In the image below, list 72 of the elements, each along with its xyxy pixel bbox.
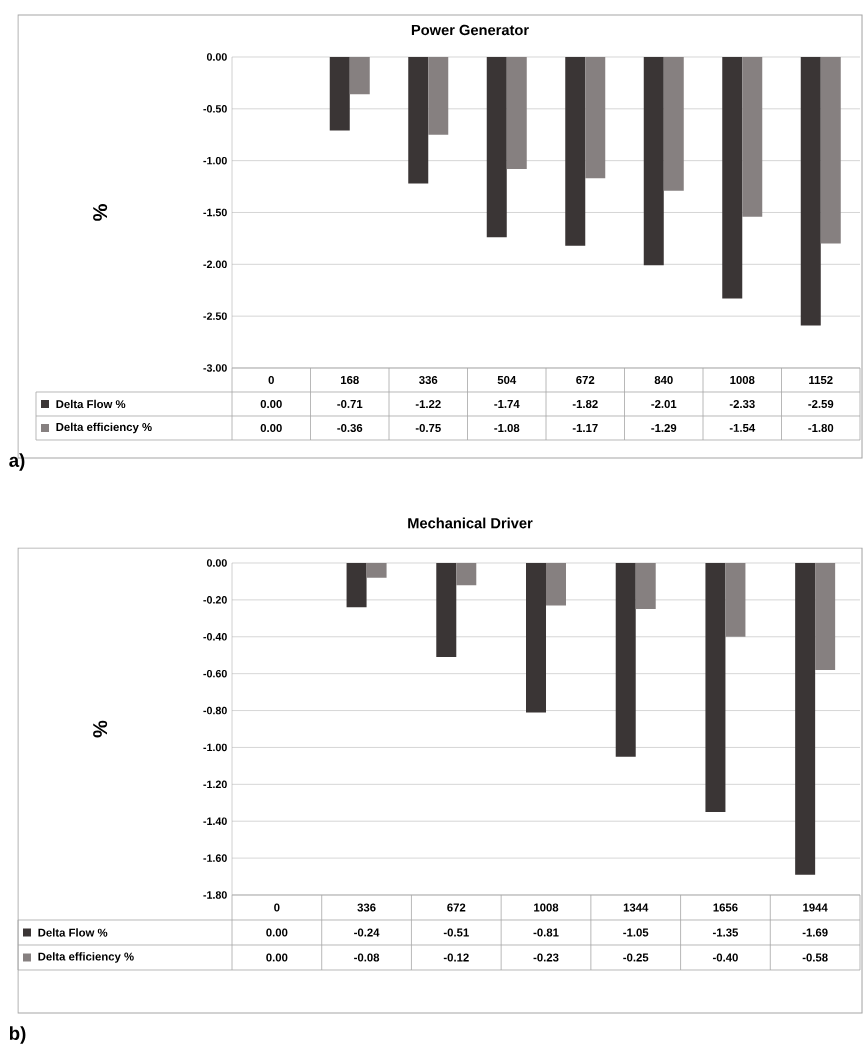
- y-axis-title: %: [93, 720, 108, 738]
- y-tick-label: -0.50: [203, 105, 227, 113]
- y-tick-label: -0.20: [203, 596, 227, 604]
- x-tick-label: 1008: [730, 375, 755, 384]
- x-tick-label: 1656: [713, 903, 738, 912]
- data-label: -1.54: [729, 424, 756, 432]
- data-label: -0.23: [533, 953, 559, 962]
- y-tick-label: -3.00: [203, 364, 227, 372]
- y-tick-label: -2.50: [203, 312, 227, 320]
- data-label: -0.36: [337, 423, 363, 433]
- x-tick-label: 672: [447, 903, 466, 912]
- x-tick-label: 336: [419, 375, 438, 385]
- x-tick-label: 1944: [803, 903, 828, 912]
- y-tick-label: -1.40: [203, 817, 227, 825]
- data-label: 0.00: [260, 399, 282, 408]
- y-tick-label: 0.00: [206, 53, 227, 61]
- x-tick-label: 168: [341, 375, 359, 384]
- data-label: -0.24: [354, 928, 380, 937]
- y-tick-label: -1.20: [203, 780, 227, 789]
- data-label: -2.33: [729, 399, 755, 409]
- y-tick-label: -1.00: [203, 156, 227, 165]
- y-tick-label: -2.00: [203, 260, 227, 269]
- data-label: -0.12: [443, 953, 469, 962]
- text: a): [9, 453, 25, 471]
- data-label: -1.69: [802, 928, 828, 937]
- y-tick-label: -1.00: [203, 743, 227, 752]
- x-tick-label: 504: [497, 375, 517, 384]
- x-tick-label: 0: [268, 375, 274, 384]
- data-label: -1.05: [623, 928, 649, 937]
- chart-title: Mechanical Driver: [408, 517, 533, 529]
- data-label: -1.08: [494, 423, 520, 432]
- x-tick-label: 672: [576, 375, 595, 384]
- y-tick-label: -1.50: [203, 208, 227, 217]
- chart-title: Power Generator: [411, 24, 529, 36]
- legend-label: Delta efficiency %: [56, 422, 152, 434]
- data-label: -1.74: [494, 400, 520, 408]
- x-tick-label: 1344: [623, 903, 649, 912]
- data-label: -1.17: [572, 424, 598, 432]
- x-tick-label: 1008: [534, 903, 559, 912]
- data-label: -0.75: [415, 423, 441, 432]
- data-label: -1.29: [651, 423, 677, 432]
- legend-label: Delta Flow %: [56, 399, 126, 409]
- legend-label: Delta efficiency %: [38, 952, 134, 963]
- y-tick-label: -1.60: [203, 854, 227, 862]
- y-tick-label: -0.60: [203, 669, 227, 678]
- data-label: 0.00: [260, 423, 282, 432]
- x-tick-label: 840: [654, 375, 673, 384]
- x-tick-label: 0: [274, 903, 280, 912]
- data-label: -1.22: [415, 400, 441, 408]
- legend-label: Delta Flow %: [38, 928, 108, 937]
- y-tick-label: -1.80: [203, 891, 227, 899]
- text: b): [9, 1026, 26, 1044]
- data-label: -1.82: [572, 399, 598, 408]
- data-label: -2.59: [808, 399, 834, 408]
- y-tick-label: -0.80: [203, 706, 227, 715]
- data-label: -0.25: [623, 953, 649, 962]
- x-tick-label: 336: [357, 903, 376, 912]
- data-label: -1.80: [808, 423, 834, 432]
- data-label: -0.51: [443, 928, 469, 937]
- data-label: -2.01: [651, 399, 677, 408]
- x-tick-label: 1152: [809, 375, 833, 384]
- data-label: -0.81: [533, 928, 559, 937]
- data-label: -0.71: [337, 399, 363, 408]
- data-label: -0.40: [712, 953, 738, 962]
- y-tick-label: 0.00: [206, 559, 227, 567]
- data-label: -0.08: [354, 953, 380, 962]
- y-axis-title: %: [93, 204, 108, 221]
- data-label: 0.00: [266, 953, 288, 962]
- data-label: -0.58: [802, 953, 828, 962]
- data-label: -1.35: [712, 928, 739, 937]
- y-tick-label: -0.40: [203, 633, 227, 641]
- data-label: 0.00: [266, 928, 288, 937]
